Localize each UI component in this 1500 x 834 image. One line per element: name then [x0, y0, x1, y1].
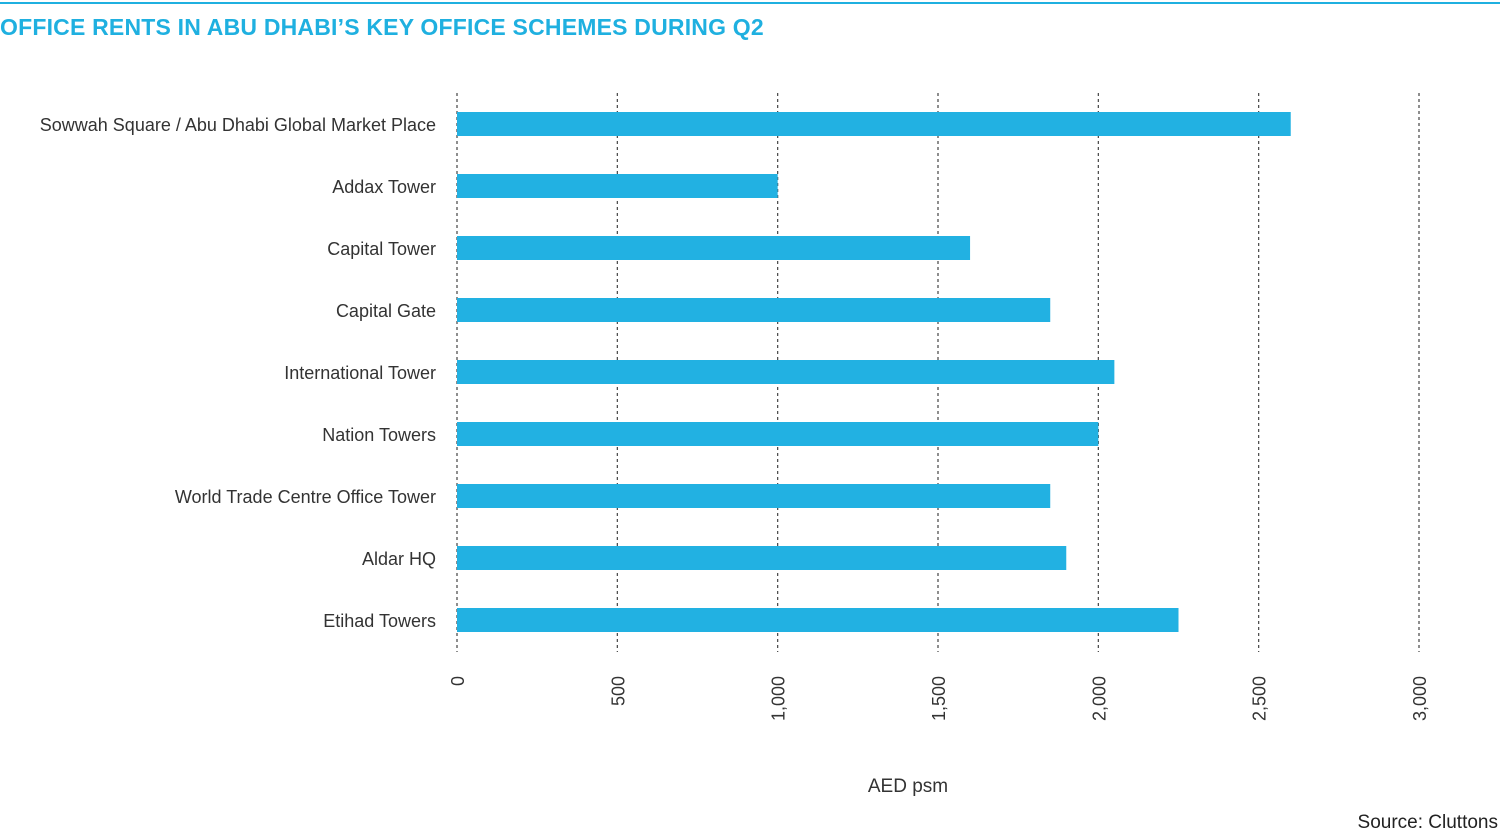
- x-axis-label: AED psm: [868, 776, 948, 797]
- bar: [457, 298, 1051, 322]
- chart-title: OFFICE RENTS IN ABU DHABI’S KEY OFFICE S…: [0, 14, 764, 40]
- x-tick-label: 2,000: [1089, 676, 1109, 721]
- category-label: International Tower: [284, 363, 436, 383]
- bar: [457, 422, 1099, 446]
- x-tick-label: 3,000: [1410, 676, 1430, 721]
- top-rule: [0, 2, 1500, 4]
- x-tick-labels: 0 500 1,000 1,500 2,000 2,500 3,000: [448, 676, 1430, 721]
- category-label: Aldar HQ: [362, 549, 436, 569]
- x-tick-label: 0: [448, 676, 468, 686]
- bar: [457, 360, 1115, 384]
- category-label: Nation Towers: [322, 425, 436, 445]
- x-tick-label: 500: [608, 676, 628, 706]
- category-label: Capital Tower: [327, 239, 436, 259]
- x-tick-label: 1,500: [929, 676, 949, 721]
- bar: [457, 174, 778, 198]
- bar: [457, 236, 971, 260]
- bar: [457, 546, 1067, 570]
- source-note: Source: Cluttons: [1357, 812, 1498, 833]
- bars: [457, 112, 1291, 632]
- x-tick-label: 2,500: [1250, 676, 1270, 721]
- bar: [457, 608, 1179, 632]
- bar: [457, 112, 1291, 136]
- category-labels: Sowwah Square / Abu Dhabi Global Market …: [40, 115, 436, 631]
- category-label: Capital Gate: [336, 301, 436, 321]
- x-tick-label: 1,000: [769, 676, 789, 721]
- category-label: World Trade Centre Office Tower: [175, 487, 436, 507]
- category-label: Sowwah Square / Abu Dhabi Global Market …: [40, 115, 436, 135]
- category-label: Addax Tower: [332, 177, 436, 197]
- bar: [457, 484, 1051, 508]
- category-label: Etihad Towers: [323, 611, 436, 631]
